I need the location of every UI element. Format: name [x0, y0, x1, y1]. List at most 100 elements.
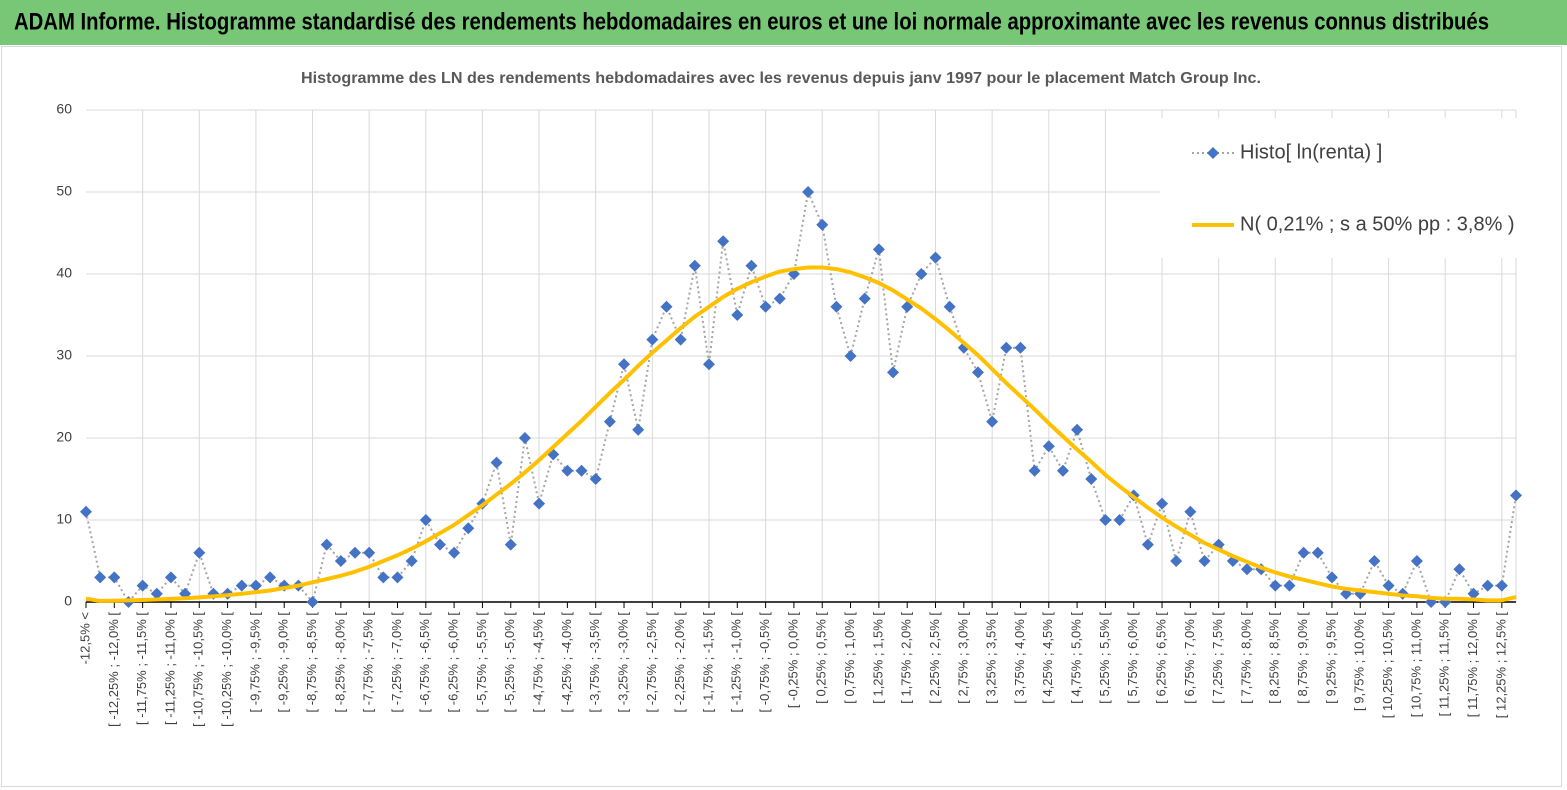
- x-tick-label: [ 0,75% ; 1,0% [: [842, 612, 857, 704]
- point-marker: [816, 218, 829, 231]
- point-marker: [164, 571, 177, 584]
- x-tick-label: [ -5,75% ; -5,5% [: [474, 612, 489, 713]
- x-tick-label: [ 7,25% ; 7,5% [: [1210, 612, 1225, 704]
- x-tick-label: [ 6,25% ; 6,5% [: [1153, 612, 1168, 704]
- point-marker: [1170, 555, 1183, 567]
- x-tick-label: [ -3,25% ; -3,0% [: [615, 612, 630, 713]
- x-tick-label: [ 10,25% ; 10,5% [: [1380, 612, 1395, 719]
- point-marker: [391, 571, 404, 584]
- x-tick-label: [ 2,25% ; 2,5% [: [927, 612, 942, 704]
- point-marker: [433, 538, 446, 551]
- x-tick-label: -12,5% <: [77, 612, 92, 664]
- point-marker: [1269, 579, 1282, 592]
- x-tick-label: [ 4,75% ; 5,0% [: [1069, 612, 1084, 704]
- point-marker: [1382, 579, 1395, 592]
- x-tick-label: [ 9,75% ; 10,0% [: [1352, 612, 1367, 711]
- x-tick-label: [ 1,75% ; 2,0% [: [899, 612, 914, 704]
- point-marker: [1283, 579, 1296, 592]
- point-marker: [306, 596, 319, 608]
- y-tick-label: 20: [56, 429, 72, 445]
- x-tick-label: [ 4,25% ; 4,5% [: [1040, 612, 1055, 704]
- point-marker: [504, 538, 517, 551]
- point-marker: [1467, 587, 1480, 600]
- x-tick-label: [ 0,25% ; 0,5% [: [814, 612, 829, 704]
- point-marker: [235, 579, 248, 592]
- point-marker: [94, 571, 107, 584]
- point-marker: [1141, 538, 1154, 551]
- point-marker: [533, 497, 546, 510]
- point-marker: [943, 300, 956, 313]
- x-tick-label: [ 3,25% ; 3,5% [: [984, 612, 999, 704]
- point-marker: [802, 186, 815, 198]
- x-tick-label: [ 11,25% ; 11,5% [: [1437, 612, 1452, 717]
- point-marker: [986, 415, 999, 428]
- x-tick-label: [ 10,75% ; 11,0% [: [1408, 612, 1423, 718]
- point-marker: [603, 415, 616, 428]
- legend-marker: [1207, 147, 1219, 159]
- curve-line: [85, 265, 1517, 603]
- point-marker: [1510, 489, 1522, 502]
- chart-title: Histogramme des LN des rendements hebdom…: [301, 70, 1261, 87]
- y-tick-label: 60: [56, 101, 72, 117]
- x-tick-label: [ -6,25% ; -6,0% [: [446, 612, 461, 713]
- x-tick-label: [ -0,75% ; -0,5% [: [757, 612, 772, 713]
- x-tick-label: [ 8,25% ; 8,5% [: [1267, 612, 1282, 704]
- x-tick-label: [ -8,75% ; -8,5% [: [304, 612, 319, 713]
- x-tick-label: [ -4,75% ; -4,5% [: [531, 612, 546, 713]
- point-marker: [80, 505, 92, 518]
- point-marker: [1156, 497, 1169, 510]
- point-marker: [1085, 473, 1098, 485]
- y-tick-label: 10: [56, 511, 72, 527]
- point-marker: [1056, 464, 1069, 477]
- point-marker: [830, 300, 843, 313]
- point-marker: [334, 555, 347, 567]
- x-tick-label: [ 6,75% ; 7,0% [: [1182, 612, 1197, 704]
- point-marker: [1198, 555, 1211, 567]
- point-marker: [1014, 341, 1027, 354]
- x-tick-label: [ -11,25% ; -11,0% [: [162, 612, 177, 725]
- point-marker: [150, 587, 163, 600]
- point-marker: [1113, 514, 1126, 526]
- point-marker: [1368, 555, 1381, 567]
- point-marker: [518, 432, 531, 444]
- x-tick-label: [ -5,25% ; -5,0% [: [502, 612, 517, 713]
- x-tick-label: [ -1,75% ; -1,5% [: [700, 612, 715, 713]
- y-tick-label: 50: [56, 183, 72, 199]
- point-marker: [1453, 563, 1466, 576]
- series-line: [85, 191, 1517, 603]
- point-marker: [702, 358, 715, 371]
- x-tick-label: [ 5,75% ; 6,0% [: [1125, 612, 1140, 704]
- x-tick-label: [ -3,75% ; -3,5% [: [587, 612, 602, 713]
- point-marker: [193, 546, 206, 559]
- point-marker: [1184, 505, 1197, 518]
- point-marker: [490, 456, 503, 469]
- point-marker: [1000, 341, 1013, 354]
- point-marker: [1481, 579, 1494, 592]
- point-marker: [1071, 423, 1084, 436]
- x-tick-label: [ -4,25% ; -4,0% [: [559, 612, 574, 713]
- point-marker: [575, 464, 588, 477]
- point-marker: [1311, 546, 1324, 559]
- point-marker: [660, 300, 673, 313]
- point-marker: [717, 235, 730, 248]
- point-marker: [377, 571, 390, 584]
- point-marker: [646, 333, 659, 346]
- point-marker: [589, 473, 602, 485]
- point-marker: [929, 251, 942, 264]
- point-marker: [419, 514, 432, 526]
- x-tick-label: [ -0,25% ; 0,0% [: [785, 612, 800, 708]
- x-tick-label: [ -10,75% ; -10,5% [: [191, 612, 206, 727]
- y-tick-label: 0: [64, 593, 72, 609]
- y-tick-label: 30: [56, 347, 72, 363]
- point-marker: [674, 333, 687, 346]
- point-marker: [858, 292, 871, 305]
- point-marker: [1028, 464, 1041, 477]
- x-tick-label: [ 11,75% ; 12,0% [: [1465, 612, 1480, 718]
- point-marker: [618, 358, 631, 371]
- point-marker: [731, 309, 744, 321]
- point-marker: [915, 268, 928, 280]
- x-tick-label: [ 8,75% ; 9,0% [: [1295, 612, 1310, 704]
- y-tick-label: 40: [56, 265, 72, 281]
